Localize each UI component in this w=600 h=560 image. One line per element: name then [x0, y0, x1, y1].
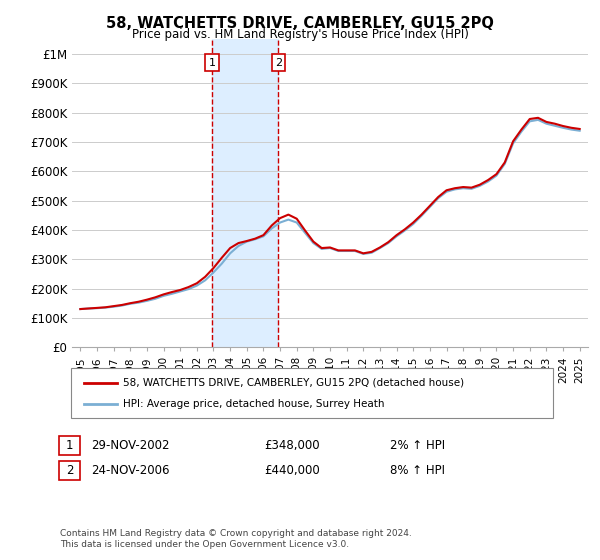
- Text: 58, WATCHETTS DRIVE, CAMBERLEY, GU15 2PQ (detached house): 58, WATCHETTS DRIVE, CAMBERLEY, GU15 2PQ…: [123, 378, 464, 388]
- Text: 2: 2: [66, 464, 73, 477]
- Text: Price paid vs. HM Land Registry's House Price Index (HPI): Price paid vs. HM Land Registry's House …: [131, 28, 469, 41]
- Text: Contains HM Land Registry data © Crown copyright and database right 2024.
This d: Contains HM Land Registry data © Crown c…: [60, 529, 412, 549]
- Text: 29-NOV-2002: 29-NOV-2002: [91, 438, 170, 452]
- Text: 2: 2: [275, 58, 282, 68]
- Bar: [212, 39, 278, 347]
- Text: 24-NOV-2006: 24-NOV-2006: [91, 464, 170, 477]
- Text: 1: 1: [66, 438, 73, 452]
- Text: 58, WATCHETTS DRIVE, CAMBERLEY, GU15 2PQ: 58, WATCHETTS DRIVE, CAMBERLEY, GU15 2PQ: [106, 16, 494, 31]
- Text: 2% ↑ HPI: 2% ↑ HPI: [390, 438, 445, 452]
- Text: 1: 1: [208, 58, 215, 68]
- Text: 8% ↑ HPI: 8% ↑ HPI: [390, 464, 445, 477]
- Text: HPI: Average price, detached house, Surrey Heath: HPI: Average price, detached house, Surr…: [123, 399, 385, 409]
- Text: £348,000: £348,000: [264, 438, 320, 452]
- Text: £440,000: £440,000: [264, 464, 320, 477]
